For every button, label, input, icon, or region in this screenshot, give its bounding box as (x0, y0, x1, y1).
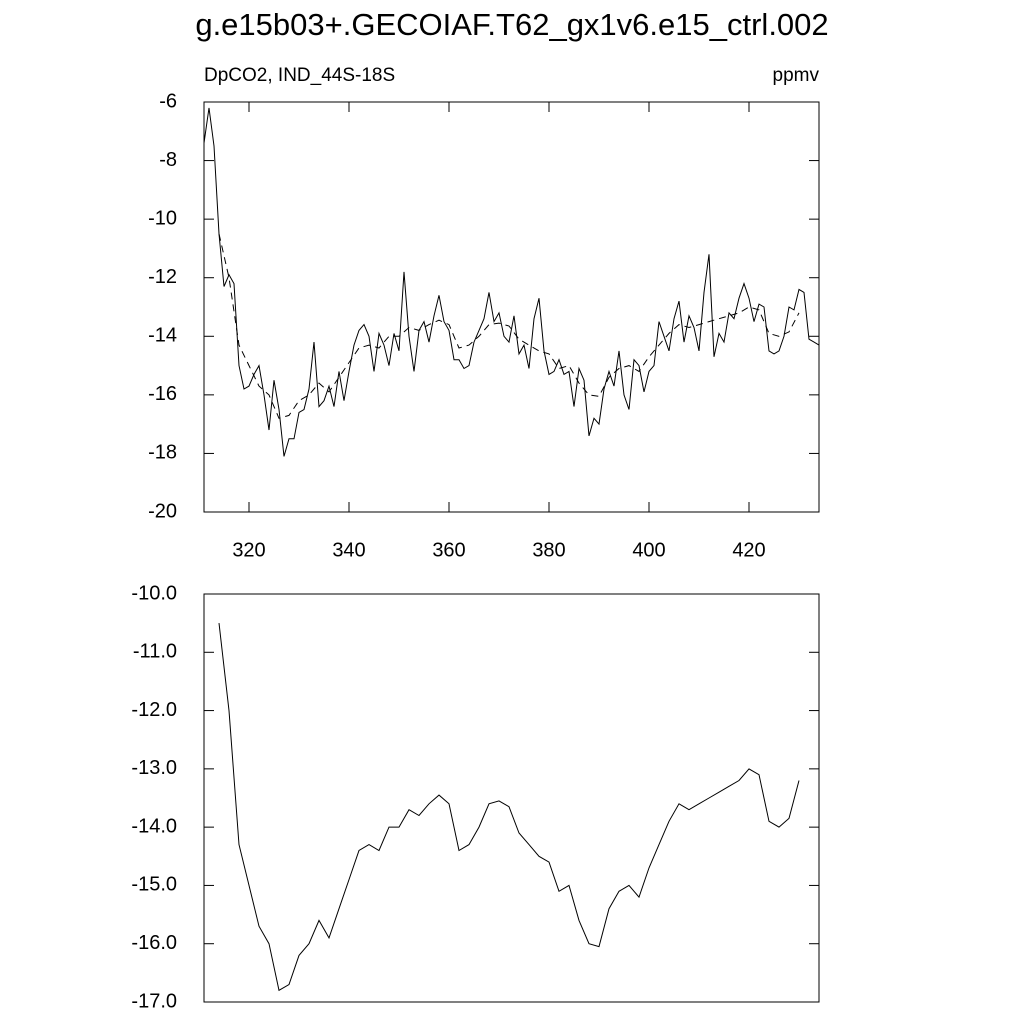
y-tick-label: -12.0 (131, 699, 177, 721)
y-tick-label: -13.0 (131, 757, 177, 779)
y-tick-label: -11.0 (133, 641, 177, 663)
y-tick-label: -14.0 (131, 815, 177, 837)
y-tick-label: -16.0 (131, 932, 177, 954)
y-tick-label: -16 (148, 383, 177, 405)
x-tick-label: 400 (632, 539, 665, 561)
y-tick-label: -15.0 (131, 874, 177, 896)
panel-units: ppmv (773, 65, 820, 86)
x-tick-label: 340 (332, 539, 365, 561)
y-tick-label: -8 (159, 149, 177, 171)
plot-frame (203, 101, 820, 513)
data-line (203, 107, 820, 457)
y-tick-label: -14 (148, 325, 177, 347)
x-tick-label: 360 (432, 539, 465, 561)
y-tick-label: -10 (148, 207, 177, 229)
x-tick-label: 320 (232, 539, 265, 561)
y-tick-label: -6 (159, 90, 177, 112)
y-tick-label: -17.0 (131, 990, 177, 1012)
chart-title: g.e15b03+.GECOIAF.T62_gx1v6.e15_ctrl.002 (195, 7, 828, 42)
data-line (218, 233, 800, 419)
x-tick-label: 420 (732, 539, 765, 561)
x-tick-label: 380 (532, 539, 565, 561)
y-tick-label: -12 (148, 266, 177, 288)
panel-label: DpCO2, IND_44S-18S (204, 65, 395, 86)
data-line (218, 623, 800, 992)
y-tick-label: -20 (148, 500, 177, 522)
y-tick-label: -10.0 (131, 582, 177, 604)
plot-frame (203, 593, 820, 1003)
y-tick-label: -18 (148, 442, 177, 464)
